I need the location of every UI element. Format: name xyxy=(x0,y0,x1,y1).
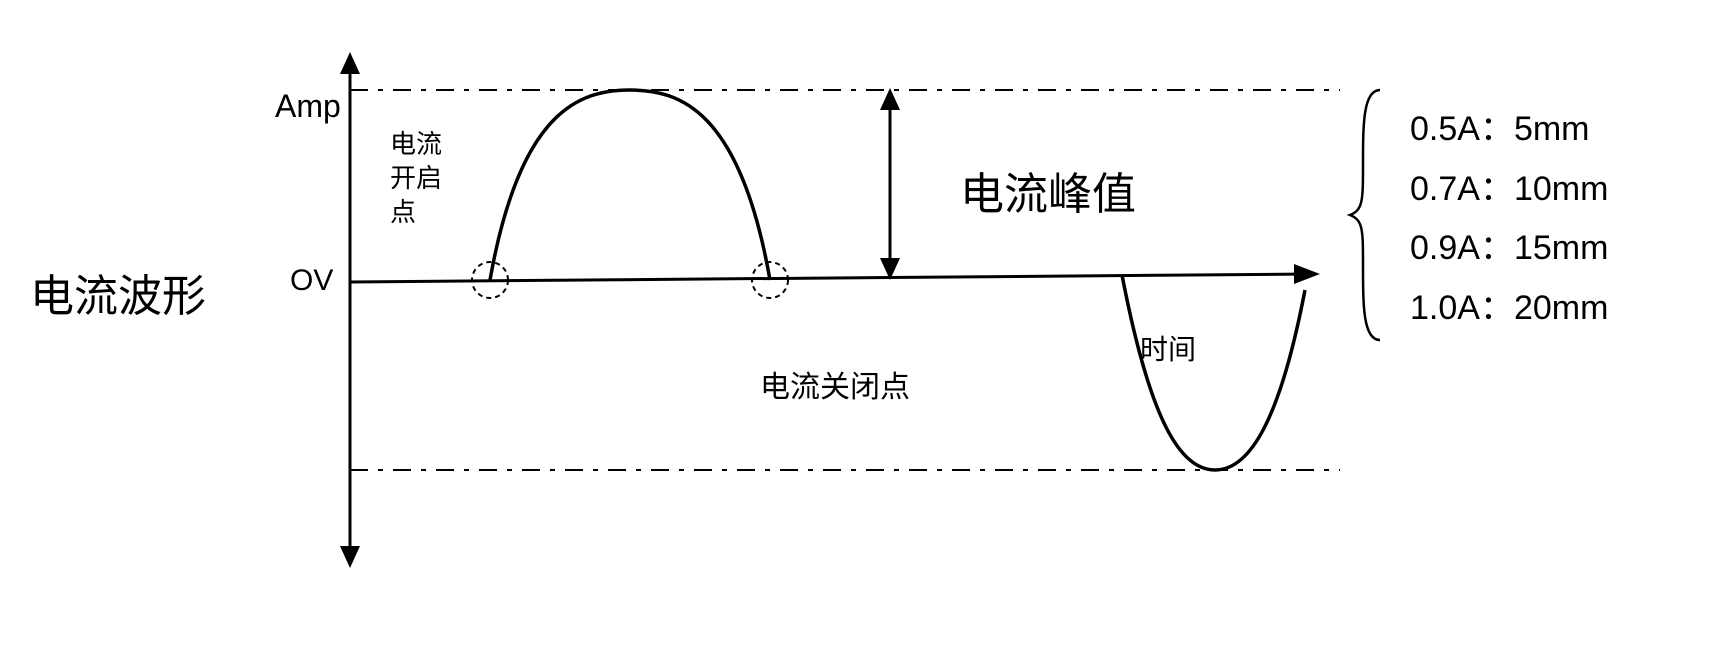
positive-hump xyxy=(490,90,770,280)
spec-item: 1.0A：20mm xyxy=(1410,279,1608,339)
spec-list: 0.5A：5mm 0.7A：10mm 0.9A：15mm 1.0A：20mm xyxy=(1410,100,1608,338)
close-point-label: 电流关闭点 xyxy=(760,362,910,406)
x-axis-arrow xyxy=(1294,264,1320,284)
open-point-label-2: 开启 xyxy=(390,162,442,196)
spec-current: 0.5A xyxy=(1410,110,1480,148)
spec-dist: 5mm xyxy=(1514,110,1590,148)
peak-arrow-up xyxy=(880,88,900,110)
spec-item: 0.7A：10mm xyxy=(1410,160,1608,220)
zero-level-label: OV xyxy=(290,264,333,298)
spec-item: 0.9A：15mm xyxy=(1410,219,1608,279)
open-point-label-1: 电流 xyxy=(390,128,442,162)
y-axis-label: Amp xyxy=(275,88,341,125)
spec-sep: ： xyxy=(1480,229,1514,267)
waveform-title: 电流波形 xyxy=(30,260,206,324)
y-axis-arrow-up xyxy=(340,52,360,74)
spec-dist: 15mm xyxy=(1514,229,1608,267)
spec-sep: ： xyxy=(1480,289,1514,327)
negative-hump xyxy=(1122,275,1305,470)
spec-sep: ： xyxy=(1480,110,1514,148)
spec-dist: 10mm xyxy=(1514,170,1608,208)
spec-sep: ： xyxy=(1480,170,1514,208)
spec-current: 0.7A xyxy=(1410,170,1480,208)
brace-svg xyxy=(1345,85,1395,345)
open-point-label-3: 点 xyxy=(390,196,416,230)
time-label: 时间 xyxy=(1140,328,1196,368)
spec-item: 0.5A：5mm xyxy=(1410,100,1608,160)
spec-current: 0.9A xyxy=(1410,229,1480,267)
x-axis xyxy=(350,274,1310,282)
y-axis-arrow-down xyxy=(340,546,360,568)
spec-current: 1.0A xyxy=(1410,289,1480,327)
spec-dist: 20mm xyxy=(1514,289,1608,327)
peak-label: 电流峰值 xyxy=(960,158,1136,222)
